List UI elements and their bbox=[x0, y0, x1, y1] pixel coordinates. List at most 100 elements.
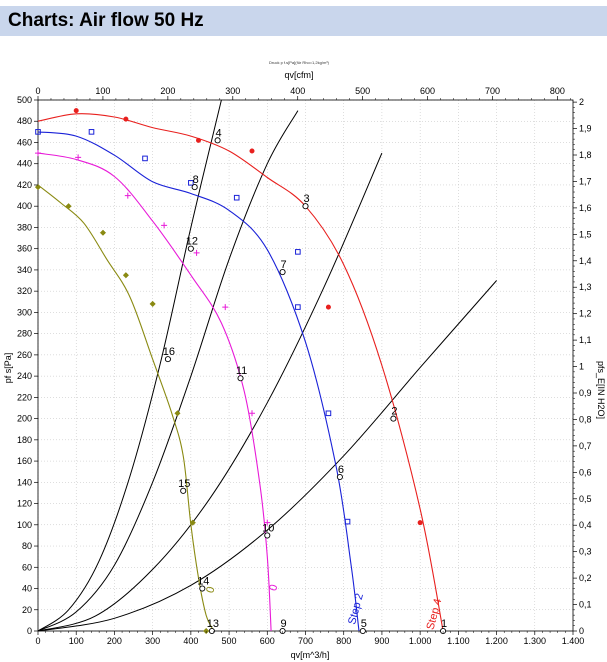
fan-curve-marker bbox=[161, 222, 168, 229]
y-tick-label: 300 bbox=[17, 307, 32, 317]
right-y-tick-label: 1 bbox=[579, 362, 584, 372]
right-y-tick-label: 0,2 bbox=[579, 573, 592, 583]
operating-point bbox=[187, 245, 194, 252]
fan-curve-marker bbox=[34, 183, 42, 191]
operating-point bbox=[302, 203, 309, 210]
y-tick-label: 340 bbox=[17, 265, 32, 275]
fan-curve-marker bbox=[88, 129, 95, 135]
x-tick-label: 700 bbox=[298, 636, 313, 646]
x-tick-label: 200 bbox=[107, 636, 122, 646]
y-tick-label: 100 bbox=[17, 520, 32, 530]
fan-curve-marker bbox=[222, 304, 229, 311]
y-axis-label: pf s[Pa] bbox=[3, 353, 13, 384]
fan-curve-marker bbox=[65, 203, 72, 210]
y-tick-label: 180 bbox=[17, 435, 32, 445]
operating-point-label: 10 bbox=[262, 522, 274, 534]
y-tick-label: 20 bbox=[22, 605, 32, 615]
operating-point-label: 16 bbox=[163, 346, 175, 358]
x-tick-label: 1.000 bbox=[409, 636, 432, 646]
fan-curve-marker bbox=[122, 272, 130, 279]
fan-curve-marker bbox=[344, 518, 351, 525]
x-tick-label: 1.100 bbox=[447, 636, 470, 646]
top-x-tick-label: 0 bbox=[35, 86, 40, 96]
fan-curve-marker bbox=[142, 155, 148, 162]
x-tick-label: 1.300 bbox=[524, 636, 547, 646]
operating-point bbox=[199, 585, 206, 592]
right-y-tick-label: 2 bbox=[579, 97, 584, 107]
fan-curve-marker bbox=[124, 192, 131, 199]
right-y-tick-label: 1,9 bbox=[579, 124, 592, 134]
operating-point-label: 13 bbox=[207, 618, 219, 630]
y-tick-label: 60 bbox=[22, 562, 32, 572]
x-tick-label: 900 bbox=[374, 636, 389, 646]
x-tick-label: 300 bbox=[145, 636, 160, 646]
y-tick-label: 480 bbox=[17, 116, 32, 126]
operating-point bbox=[191, 184, 198, 191]
fan-curve-marker bbox=[75, 154, 82, 161]
right-y-axis-label: pfs_E[IN H2O] bbox=[596, 361, 606, 419]
right-y-tick-label: 0,7 bbox=[579, 441, 592, 451]
right-y-tick-label: 1,8 bbox=[579, 150, 592, 160]
fan-curve-marker bbox=[417, 520, 423, 526]
system-curve bbox=[37, 99, 222, 632]
fan-curve-marker bbox=[196, 137, 202, 143]
fan-curve-marker bbox=[233, 194, 240, 201]
y-tick-label: 260 bbox=[17, 350, 32, 360]
right-y-tick-label: 1,1 bbox=[579, 335, 592, 345]
x-tick-label: 600 bbox=[260, 636, 275, 646]
fan-curve-marker bbox=[35, 129, 41, 135]
y-tick-label: 280 bbox=[17, 329, 32, 339]
fan-curve bbox=[37, 113, 444, 632]
y-tick-label: 320 bbox=[17, 286, 32, 296]
operating-point-label: 14 bbox=[197, 576, 209, 588]
operating-point-label: 3 bbox=[303, 193, 309, 205]
right-y-tick-label: 1,3 bbox=[579, 282, 592, 292]
top-x-axis-label: qv[cfm] bbox=[284, 70, 313, 80]
right-y-tick-label: 1,2 bbox=[579, 309, 592, 319]
x-tick-label: 0 bbox=[35, 636, 40, 646]
y-tick-label: 360 bbox=[17, 244, 32, 254]
fan-curve-marker bbox=[249, 410, 255, 417]
fan-curve bbox=[37, 152, 272, 632]
operating-point bbox=[237, 375, 244, 382]
header-bar: Charts: Air flow 50 Hz bbox=[0, 6, 607, 36]
operating-point bbox=[264, 532, 271, 539]
top-x-tick-label: 800 bbox=[550, 86, 565, 96]
y-tick-label: 440 bbox=[17, 159, 32, 169]
operating-point bbox=[359, 627, 366, 635]
fan-curve bbox=[37, 131, 360, 632]
y-tick-label: 400 bbox=[17, 201, 32, 211]
fan-curve-marker bbox=[249, 148, 255, 154]
x-tick-label: 800 bbox=[336, 636, 351, 646]
y-tick-label: 420 bbox=[17, 180, 32, 190]
top-x-tick-label: 300 bbox=[225, 86, 240, 96]
operating-point bbox=[208, 627, 215, 635]
right-y-tick-label: 0,4 bbox=[579, 520, 592, 530]
top-x-tick-label: 500 bbox=[355, 86, 370, 96]
right-y-tick-label: 0,5 bbox=[579, 494, 592, 504]
y-tick-label: 80 bbox=[22, 541, 32, 551]
fan-curve-marker bbox=[295, 249, 301, 255]
operating-point-label: 4 bbox=[216, 127, 222, 139]
y-tick-label: 220 bbox=[17, 392, 32, 402]
right-y-tick-label: 1,7 bbox=[579, 176, 592, 186]
y-tick-label: 0 bbox=[27, 626, 32, 636]
top-x-tick-label: 700 bbox=[485, 86, 500, 96]
right-y-tick-label: 0,6 bbox=[579, 467, 592, 477]
right-y-tick-label: 0,8 bbox=[579, 414, 592, 424]
fan-curve-marker bbox=[189, 519, 196, 526]
x-axis-label: qv[m^3/h] bbox=[291, 650, 330, 660]
operating-point-label: 8 bbox=[193, 174, 199, 186]
x-tick-label: 500 bbox=[222, 636, 237, 646]
operating-point bbox=[336, 473, 343, 481]
y-tick-label: 460 bbox=[17, 137, 32, 147]
page-title: Charts: Air flow 50 Hz bbox=[8, 10, 204, 31]
fan-curve-marker bbox=[325, 304, 331, 310]
x-tick-label: 1.400 bbox=[562, 636, 585, 646]
operating-point-label: 11 bbox=[236, 365, 247, 377]
operating-point bbox=[180, 487, 187, 494]
y-tick-label: 500 bbox=[17, 95, 32, 105]
top-x-tick-label: 600 bbox=[420, 86, 435, 96]
operating-point-label: 2 bbox=[391, 406, 397, 418]
